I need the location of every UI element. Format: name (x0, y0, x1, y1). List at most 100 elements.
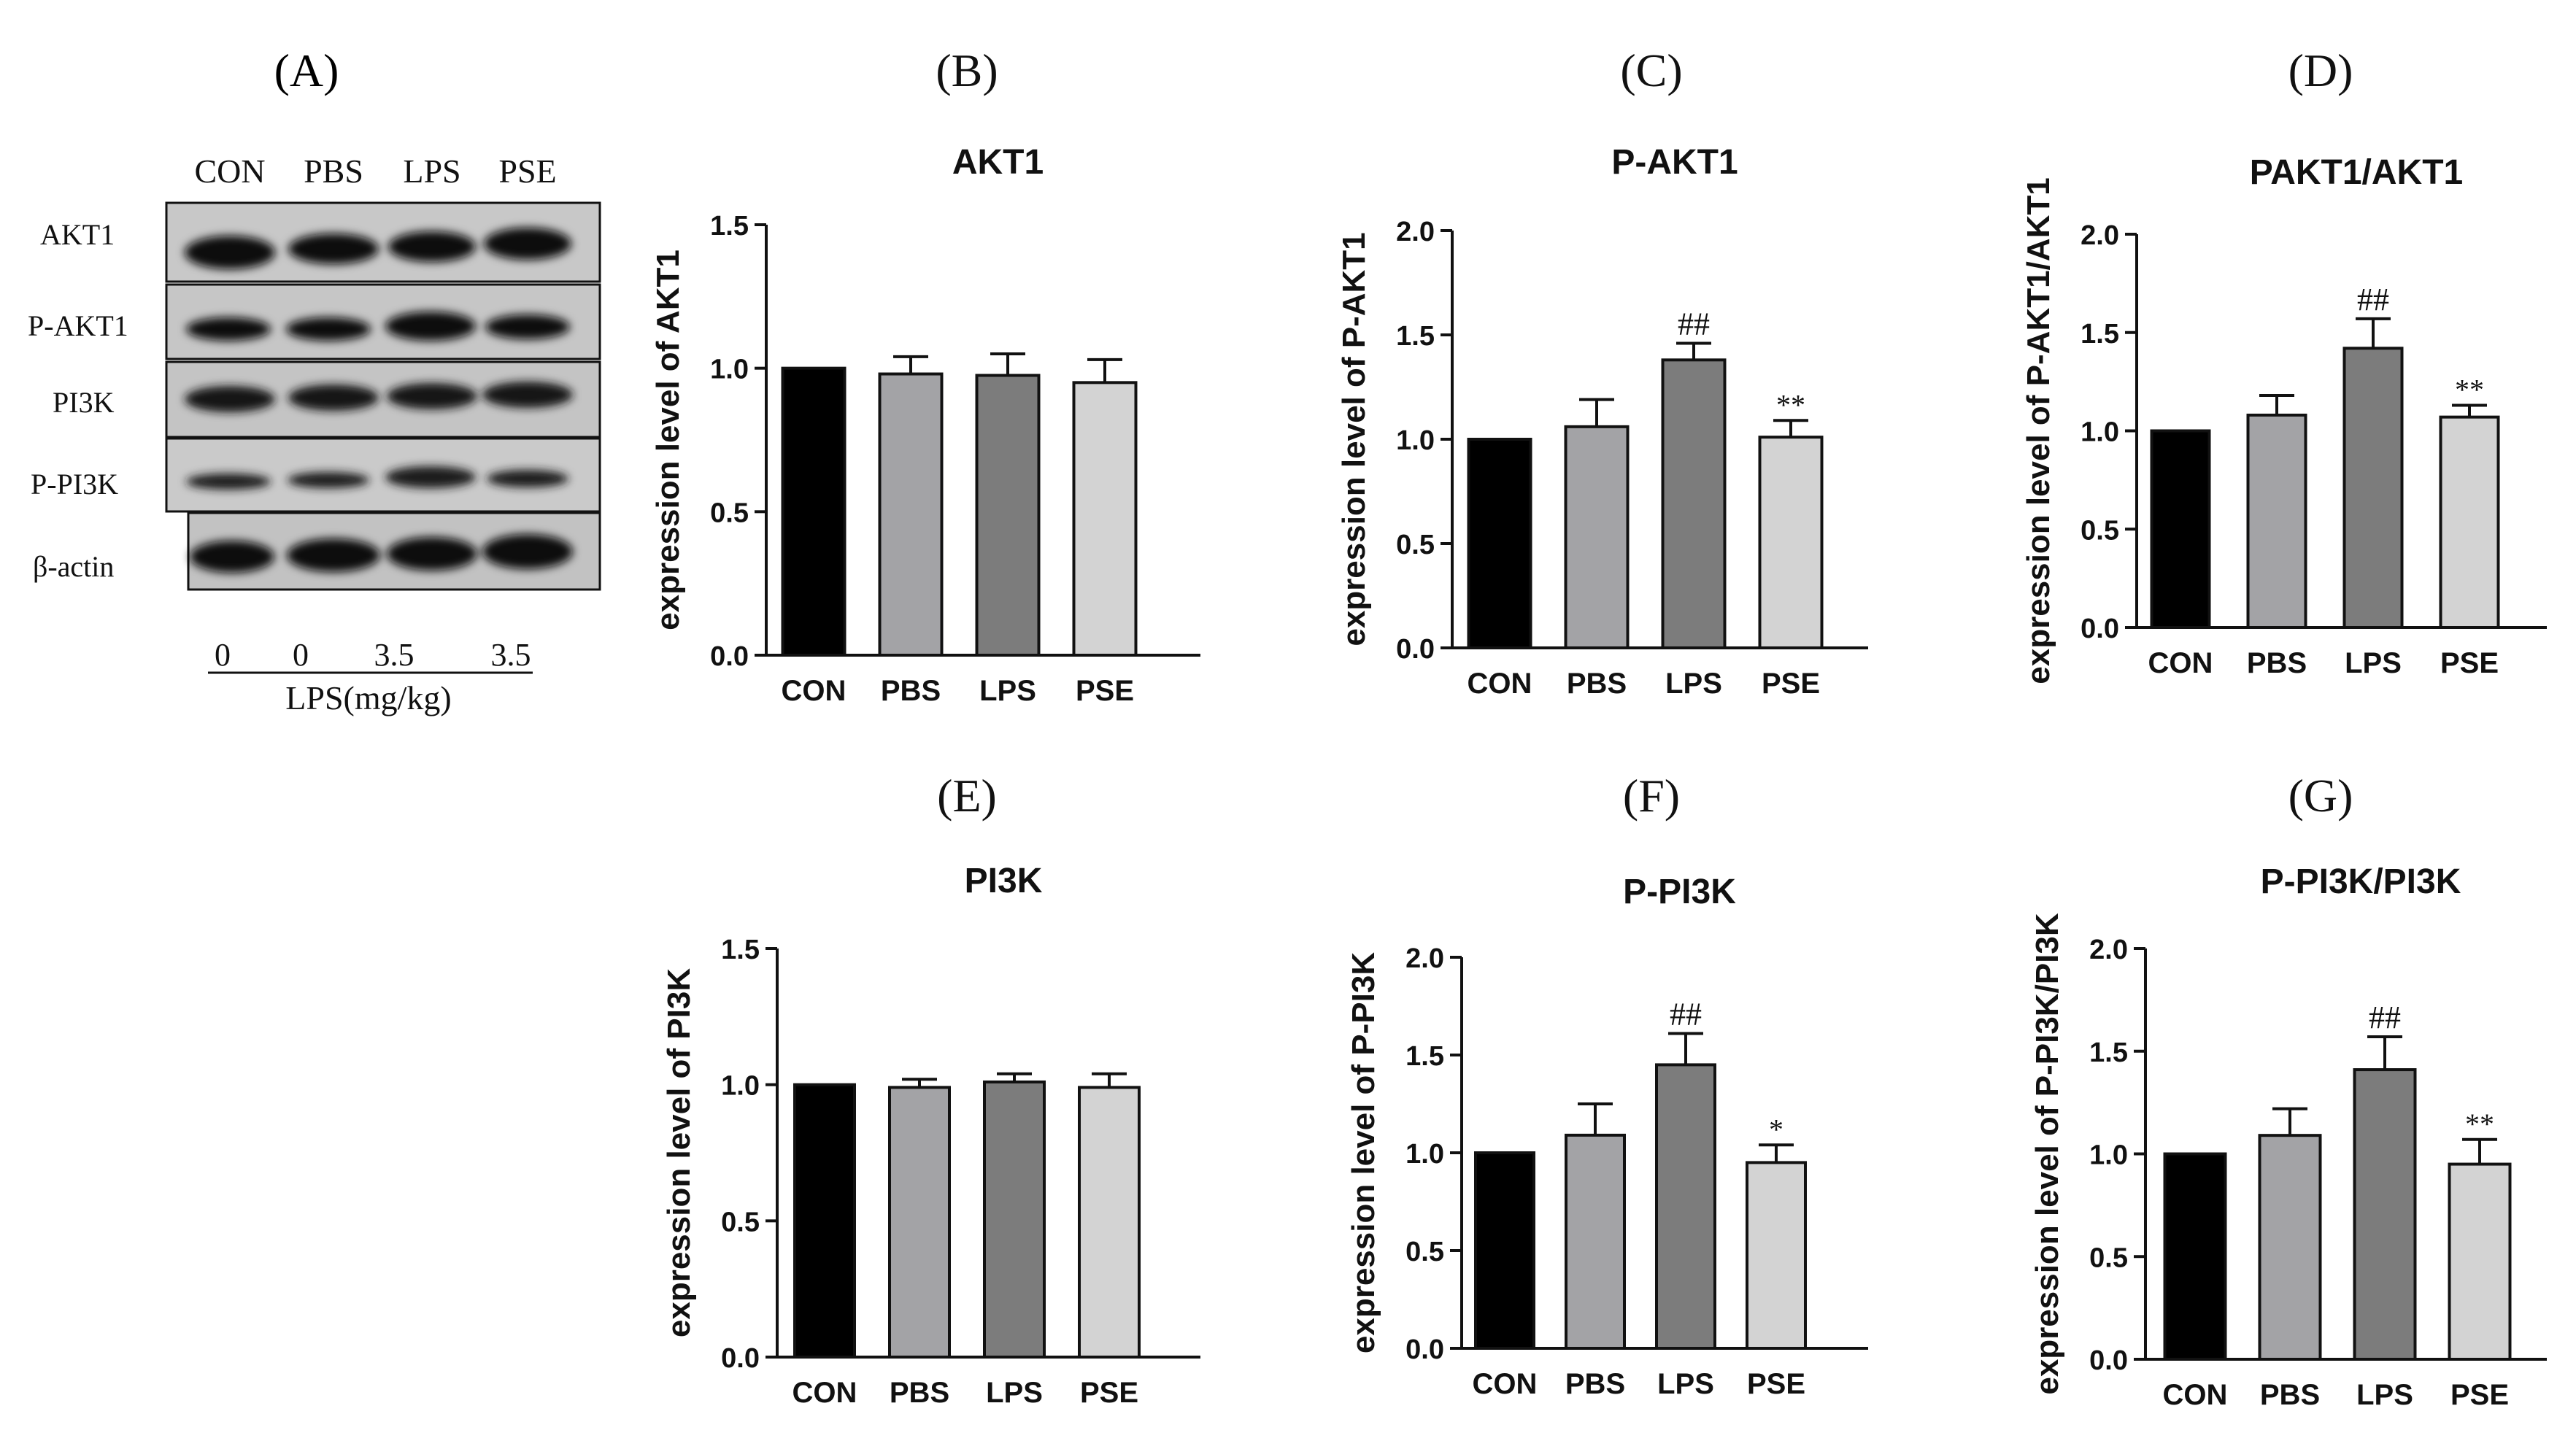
panel-letter-a: (A) (274, 45, 339, 96)
y-tick-label: 1.5 (2089, 1038, 2128, 1068)
y-tick-label: 0.0 (2081, 614, 2119, 644)
blot-dose-lps: 3.5 (374, 637, 414, 673)
bar-lps (1655, 1063, 1716, 1351)
y-tick-label: 2.0 (2089, 935, 2128, 965)
band-p-pi3k-pse (487, 470, 568, 487)
x-tick-label-pbs: PBS (2247, 647, 2307, 679)
x-tick-label-con: CON (793, 1377, 857, 1409)
band-p-akt1-pbs (286, 317, 371, 341)
significance-label-pse: ** (2465, 1108, 2494, 1140)
bar-pbs (878, 372, 944, 657)
bar-con (2163, 1152, 2227, 1361)
bar-pbs (1564, 425, 1630, 650)
chart-g-p-pi3k-pi3k: (G) P-PI3K/PI3K 0.0 0.5 1.0 1.5 2.0 expression … (2029, 770, 2547, 1411)
x-tick-label-con: CON (1468, 668, 1532, 700)
chart-d-pakt1-akt1: (D) PAKT1/AKT1 0.0 0.5 1.0 1.5 2.0 expression l… (2021, 45, 2547, 684)
band-p-pi3k-lps (385, 466, 476, 488)
y-tick-label: 0.5 (710, 498, 749, 528)
x-tick-label-con: CON (782, 675, 847, 707)
blot-group-label-lps: LPS (403, 152, 460, 190)
chart-title: PAKT1/AKT1 (2250, 153, 2463, 192)
panel-letter: (F) (1623, 770, 1680, 822)
y-axis-label: expression level of PI3K (661, 968, 697, 1337)
bar-con (2150, 429, 2211, 629)
x-tick-label-pse: PSE (2450, 1379, 2509, 1411)
chart-title: P-AKT1 (1611, 143, 1738, 182)
y-tick-label: 1.5 (1405, 1041, 1444, 1072)
significance-label-lps: ## (1670, 997, 1702, 1032)
band-p-akt1-lps (385, 312, 476, 341)
band-p-pi3k-pbs (288, 472, 369, 488)
bar-pbs (1565, 1133, 1626, 1350)
bar-lps (983, 1080, 1046, 1359)
y-tick-label: 1.5 (1396, 321, 1435, 352)
significance-label-lps: ## (1678, 306, 1710, 341)
y-tick-label: 2.0 (1405, 943, 1444, 974)
chart-title: P-PI3K/PI3K (2261, 862, 2461, 901)
blot-row-label-p-pi3k: P-PI3K (31, 468, 118, 501)
y-tick-label: 0.0 (1405, 1334, 1444, 1365)
y-tick-label: 1.5 (2081, 319, 2119, 349)
blot-group-label-con: CON (194, 152, 265, 190)
y-tick-label: 1.0 (1396, 425, 1435, 456)
band-akt1-pse (484, 228, 571, 260)
y-axis-label: expression level of P-PI3K/PI3K (2029, 913, 2065, 1394)
chart-title: AKT1 (952, 143, 1044, 182)
x-tick-label-pse: PSE (1076, 675, 1134, 707)
bar-pse (1758, 436, 1824, 649)
significance-label-pse: ** (2455, 373, 2484, 406)
y-tick-label: 0.0 (710, 641, 749, 672)
y-tick-label: 2.0 (2081, 220, 2119, 251)
band-akt1-pbs (288, 233, 379, 264)
chart-c-p-akt1: (C) P-AKT1 0.0 0.5 1.0 1.5 2.0 expression level… (1336, 45, 1868, 700)
bar-pbs (2258, 1134, 2322, 1361)
x-tick-label-con: CON (2163, 1379, 2228, 1411)
band-beta-actin-pse (482, 534, 573, 569)
chart-f-p-pi3k: (F) P-PI3K 0.0 0.5 1.0 1.5 2.0 expression level… (1346, 770, 1868, 1400)
x-tick-label-pse: PSE (1762, 668, 1820, 700)
significance-label-pse: * (1769, 1113, 1783, 1145)
blot-group-label-pbs: PBS (304, 152, 363, 190)
bar-pbs (2246, 413, 2307, 629)
x-tick-label-pbs: PBS (890, 1377, 949, 1409)
blot-strip-pi3k (165, 360, 601, 438)
band-beta-actin-lps (387, 537, 477, 571)
bar-con (1474, 1151, 1535, 1350)
y-tick-label: 0.0 (2089, 1345, 2128, 1376)
significance-label-lps: ## (2357, 282, 2389, 317)
blot-row-label-pi3k: PI3K (53, 386, 115, 419)
y-axis-label: expression level of P-PI3K (1346, 952, 1381, 1353)
x-tick-label-lps: LPS (986, 1377, 1043, 1409)
panel-letter: (C) (1620, 45, 1682, 96)
bar-pbs (888, 1086, 951, 1359)
y-tick-label: 0.5 (721, 1207, 760, 1237)
panel-a-western-blot: (A) CON PBS LPS PSE AKT1 P-AKT1 PI3K P-P… (28, 45, 601, 716)
bar-lps (2353, 1068, 2417, 1361)
chart-b-akt1: (B) AKT1 0.0 0.5 1.0 1.5 expression level of A… (650, 45, 1200, 707)
y-tick-label: 1.0 (2089, 1140, 2128, 1171)
x-tick-label-lps: LPS (1657, 1368, 1714, 1400)
y-tick-label: 0.0 (1396, 634, 1435, 665)
x-tick-label-lps: LPS (2356, 1379, 2413, 1411)
bar-con (1467, 438, 1532, 649)
x-tick-label-pbs: PBS (1565, 1368, 1625, 1400)
band-p-pi3k-con (186, 474, 271, 490)
y-tick-label: 0.0 (721, 1343, 760, 1374)
bar-pse (2439, 415, 2500, 629)
blot-row-label-akt1: AKT1 (40, 218, 115, 251)
x-tick-label-pse: PSE (1747, 1368, 1805, 1400)
bar-pse (1078, 1086, 1141, 1359)
band-pi3k-lps (387, 383, 477, 409)
y-tick-label: 2.0 (1396, 217, 1435, 247)
chart-title: P-PI3K (1623, 873, 1736, 911)
chart-e-pi3k: (E) PI3K 0.0 0.5 1.0 1.5 expression level of P… (661, 770, 1200, 1409)
band-pi3k-con (185, 386, 275, 412)
y-tick-label: 1.5 (710, 211, 749, 242)
significance-label-pse: ** (1776, 388, 1805, 421)
band-pi3k-pse (482, 382, 573, 408)
bar-pse (1746, 1161, 1807, 1351)
y-tick-label: 1.0 (710, 355, 749, 385)
x-tick-label-lps: LPS (1665, 668, 1722, 700)
band-akt1-con (185, 236, 275, 269)
bar-lps (2342, 347, 2404, 629)
